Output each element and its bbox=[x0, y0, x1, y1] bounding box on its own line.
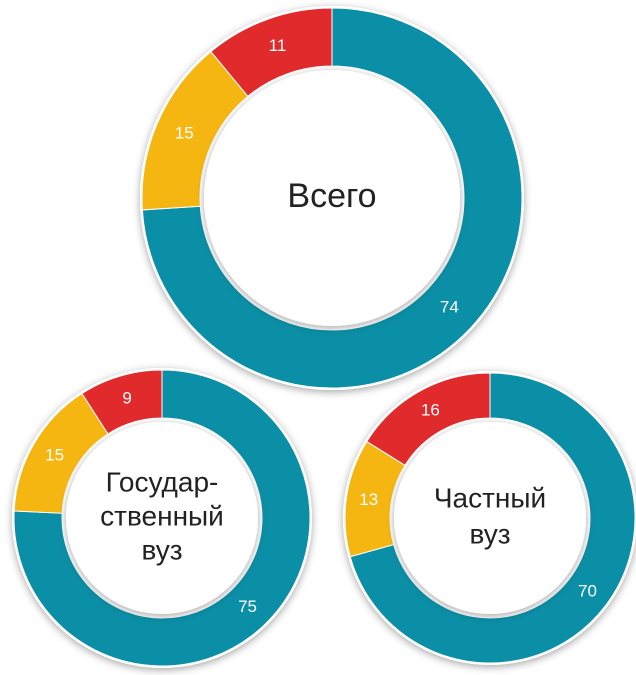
center-label: Частный bbox=[434, 482, 546, 513]
center-label: вуз bbox=[469, 518, 510, 549]
donut-segment bbox=[141, 7, 523, 389]
donut-segment bbox=[349, 372, 636, 664]
donut-hole bbox=[204, 70, 460, 326]
center-label: ственный bbox=[100, 500, 224, 531]
center-label: вуз bbox=[141, 534, 182, 565]
donut-segment bbox=[13, 369, 311, 667]
donut-segment bbox=[366, 372, 491, 466]
donut-chart: 70 13 16 Частный вуз bbox=[343, 371, 636, 665]
center-label: Государ- bbox=[106, 466, 219, 497]
donut-segment bbox=[210, 7, 333, 97]
center-label: Всего bbox=[287, 177, 376, 215]
donut-hole bbox=[394, 422, 586, 614]
data-label: 9 bbox=[122, 389, 131, 408]
data-label: 15 bbox=[175, 124, 194, 143]
data-label: 15 bbox=[45, 445, 64, 464]
donut-chart: 74 15 11 Всего bbox=[140, 6, 524, 390]
data-label: 11 bbox=[269, 36, 287, 55]
donut-hole bbox=[66, 422, 258, 614]
data-label: 74 bbox=[440, 298, 459, 317]
data-label: 16 bbox=[421, 400, 440, 419]
data-label: 70 bbox=[578, 582, 597, 601]
data-label: 75 bbox=[238, 597, 257, 616]
data-label: 13 bbox=[359, 490, 378, 509]
donut-segment bbox=[81, 369, 163, 435]
